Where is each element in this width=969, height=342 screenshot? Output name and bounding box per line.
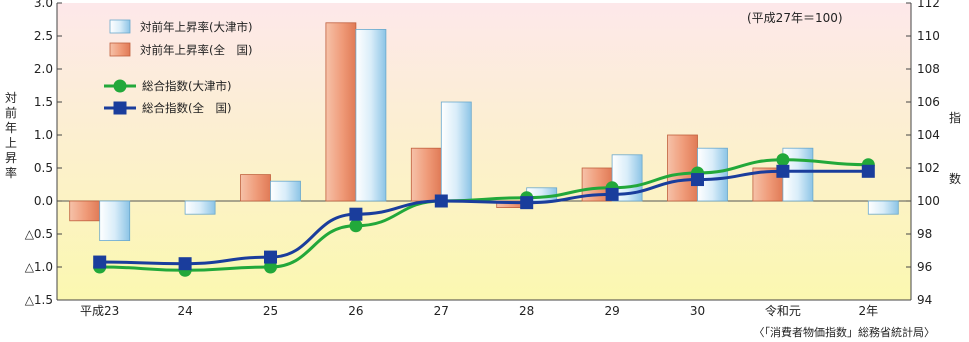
bar-national (667, 134, 698, 202)
series-line-otsu (99, 158, 869, 272)
plot-area (57, 3, 911, 300)
legend-swatch-bar (109, 42, 131, 57)
x-tick-label: 27 (434, 304, 449, 318)
point-national (605, 187, 619, 201)
left-tick-label: 1.5 (34, 95, 53, 109)
x-tick-label: 2年 (858, 304, 878, 318)
bar-otsu (355, 28, 387, 202)
legend-marker (113, 101, 127, 115)
x-tick-label: 26 (348, 304, 363, 318)
point-national (349, 207, 363, 221)
legend-label: 総合指数(大津市) (142, 79, 231, 93)
bar-national (240, 174, 271, 202)
right-tick-label: 104 (917, 128, 940, 142)
point-otsu (264, 260, 277, 274)
point-national (264, 250, 277, 264)
point-national (93, 255, 107, 269)
point-national (434, 194, 448, 208)
right-tick-label: 110 (917, 29, 940, 43)
legend-swatch-bar (109, 19, 131, 34)
point-national (691, 173, 704, 187)
right-tick-label: 102 (917, 161, 940, 175)
right-tick-label: 100 (917, 194, 940, 208)
x-tick-label: 平成23 (80, 304, 119, 318)
right-tick-label: 112 (917, 0, 940, 10)
bar-otsu (867, 200, 899, 215)
right-tick-label: 96 (917, 260, 932, 274)
x-tick-label: 25 (263, 304, 278, 318)
y-axis-label-right: 指数 (949, 110, 961, 186)
legend-label: 対前年上昇率(全 国) (140, 43, 252, 57)
bar-otsu (184, 200, 216, 215)
point-national (520, 196, 534, 210)
left-tick-label: △1.5 (25, 293, 53, 307)
x-tick-label: 24 (177, 304, 192, 318)
y-axis-label-left: 対前年上昇率 (5, 91, 17, 180)
point-national (178, 257, 192, 271)
right-tick-label: 106 (917, 95, 940, 109)
left-tick-label: △0.5 (25, 227, 53, 241)
left-tick-label: 0.5 (34, 161, 53, 175)
x-tick-label: 令和元 (765, 303, 801, 318)
legend-label: 対前年上昇率(大津市) (140, 20, 252, 34)
lines (93, 153, 875, 277)
point-national (776, 164, 790, 178)
bars (69, 22, 899, 241)
point-otsu (349, 219, 363, 233)
left-tick-label: 0.0 (34, 194, 53, 208)
x-tick-label: 28 (519, 304, 534, 318)
bar-otsu (99, 200, 131, 241)
bar-national (410, 147, 442, 202)
left-tick-label: △1.0 (25, 260, 53, 274)
left-tick-label: 3.0 (34, 0, 53, 10)
bar-national (325, 22, 357, 202)
bar-national (69, 200, 101, 222)
source-note: 〈「消費者物価指数」総務省統計局〉 (754, 325, 936, 339)
legend: 対前年上昇率(大津市) 対前年上昇率(全 国) 総合指数(大津市) 総合指数(全 国) (104, 19, 252, 115)
legend-marker (113, 79, 127, 93)
right-tick-label: 98 (917, 227, 932, 241)
point-otsu (776, 153, 790, 167)
x-tick-label: 29 (604, 304, 619, 318)
bar-otsu (270, 180, 301, 202)
left-tick-label: 2.0 (34, 62, 53, 76)
legend-label: 総合指数(全 国) (142, 101, 231, 115)
bar-otsu (440, 101, 472, 202)
base-note: (平成27年＝100) (747, 11, 843, 25)
series-line-national (99, 169, 869, 266)
left-tick-label: 1.0 (34, 128, 53, 142)
right-tick-label: 94 (917, 293, 932, 307)
point-national (861, 164, 875, 178)
left-tick-label: 2.5 (34, 29, 53, 43)
right-tick-label: 108 (917, 62, 940, 76)
x-tick-label: 30 (690, 304, 705, 318)
axes: △1.5 △1.0 △0.5 0.0 0.5 1.0 1.5 2.0 2.5 3.0 94 96 98 1… (25, 0, 940, 318)
